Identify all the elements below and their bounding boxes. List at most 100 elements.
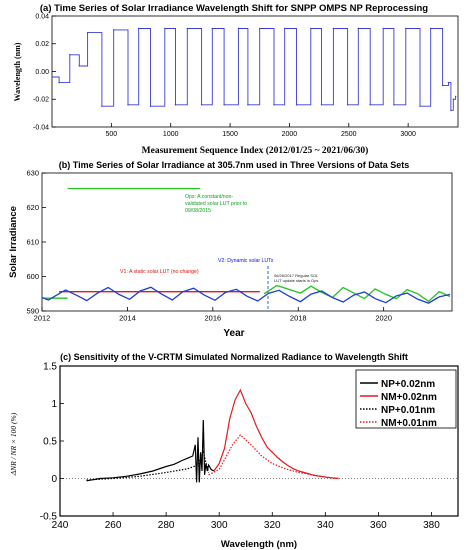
series-line-nm-0-02nm [213,388,339,480]
y-tick-label: 620 [26,203,39,212]
panel-b: (b) Time Series of Solar Irradiance at 3… [8,160,453,339]
data-point [58,81,60,84]
panel-a-ticks: 500 1000 1500 2000 2500 3000 -0.04 -0.02 0.00 0.0… [33,13,416,138]
y-tick-label: 590 [26,307,39,316]
data-point [223,104,225,106]
data-point [200,104,203,106]
panel-a-frame [51,15,459,128]
data-point [320,104,323,106]
series-line-np-0-02nm [86,419,215,483]
x-tick-label: 320 [264,520,281,531]
data-point [113,29,115,31]
panel-c-title: (c) Sensitivity of the V-CRTM Simulated … [60,352,408,362]
panel-a: (a) Time Series of Solar Irradiance Wave… [13,3,459,156]
x-tick-label: 1000 [163,131,179,138]
data-point [186,27,189,30]
x-tick-label: 2020 [375,314,392,323]
x-tick-label: 2000 [282,131,298,138]
data-point [273,104,275,106]
data-point [450,109,452,112]
y-tick-label: -0.02 [33,97,49,104]
data-point [332,27,335,30]
data-point [51,76,53,78]
series-line-nm-0-01nm [208,434,339,480]
data-point [127,104,129,106]
data-point [78,65,81,67]
series-line-np-0-01nm [86,450,210,481]
x-tick-label: 500 [106,131,118,138]
data-point [101,105,103,107]
annotation-update-line2: LUT update starts in Ops [274,278,318,283]
data-point [164,27,166,30]
y-tick-label: 0 [51,474,57,485]
data-point [86,31,89,34]
legend-label: NP+0.02nm [381,379,435,390]
legend-label: NM+0.01nm [381,418,437,429]
x-tick-label: 1500 [222,131,238,138]
data-point [346,104,349,106]
y-tick-label: 610 [26,238,39,247]
panel-c-series [60,388,458,483]
series-line-1-3 [263,284,451,303]
annotation-ops-line2: validated solar LUT prior to [185,201,247,207]
data-point [310,27,312,30]
x-tick-label: 3000 [400,131,416,138]
series-line-1-4 [41,286,451,304]
y-tick-label: 0.00 [35,69,49,76]
data-point [357,27,359,30]
data-point [452,98,454,100]
data-point [429,27,432,30]
panel-c: (c) Sensitivity of the V-CRTM Simulated … [9,352,459,550]
annotation-v2: V2: Dynamic solar LUTs [218,258,274,264]
data-point [393,104,395,106]
series-line-0-0 [52,28,457,111]
legend-box [355,369,457,429]
x-tick-label: 340 [317,520,334,531]
x-tick-label: 240 [52,520,69,531]
y-tick-label: 1.5 [43,362,57,373]
panel-b-xlabel: Year [223,328,244,339]
legend-label: NM+0.02nm [381,392,437,403]
x-tick-label: 2500 [341,131,357,138]
data-point [247,104,249,106]
annotation-v1: V1: A static solar LUT (no change) [120,269,199,275]
panel-b-ticks: 2012 2014 2016 2018 2020 590 600 610 620 630 [26,169,392,323]
y-tick-label: 1 [51,399,57,410]
legend-items: NP+0.02nm NM+0.02nm NP+0.01nm NM+0.01nm [360,379,437,429]
x-tick-label: 360 [370,520,387,531]
panel-a-xlabel: Measurement Sequence Index (2012/01/25 ~… [142,145,369,156]
data-point [174,104,177,106]
y-tick-label: 0.5 [43,437,57,448]
legend: NP+0.02nm NM+0.02nm NP+0.01nm NM+0.01nm [355,369,457,429]
x-tick-label: 260 [105,520,122,531]
data-point [454,95,457,98]
panel-a-ylabel: Wavelength (nm) [13,42,22,101]
annotation-ops-line1: Ops: A constant/non- [185,194,233,200]
y-tick-label: 630 [26,169,39,178]
panel-c-ylabel-text: ΔNR / NR × 100 (%) [9,412,18,476]
data-point [405,27,407,30]
panel-a-series [51,27,457,112]
panel-c-ticks: 240 260 280 300 320 340 360 380 -0.5 0 0.5 1 1.5 [40,362,440,532]
data-point [137,27,140,30]
panel-b-title: (b) Time Series of Solar Irradiance at 3… [59,160,409,170]
panel-a-title: (a) Time Series of Solar Irradiance Wave… [40,3,428,14]
legend-label: NP+0.01nm [381,405,435,416]
data-point [369,104,371,106]
data-point [447,81,450,84]
x-tick-label: 2016 [204,314,221,323]
panel-b-series [41,187,451,304]
panel-c-ylabel: ΔNR / NR × 100 (%) [9,412,18,476]
data-point [295,104,298,106]
x-tick-label: 280 [158,520,175,531]
y-tick-label: 0.04 [35,13,49,20]
data-point [69,54,71,56]
annotation-ops-line3: 09/08/2015 [185,208,211,214]
x-tick-label: 300 [211,520,228,531]
data-point [419,105,421,107]
panel-b-ylabel: Solar Irradiance [8,206,19,278]
x-tick-label: 2012 [34,314,51,323]
y-tick-label: -0.04 [33,124,49,131]
y-tick-label: 600 [26,272,39,281]
